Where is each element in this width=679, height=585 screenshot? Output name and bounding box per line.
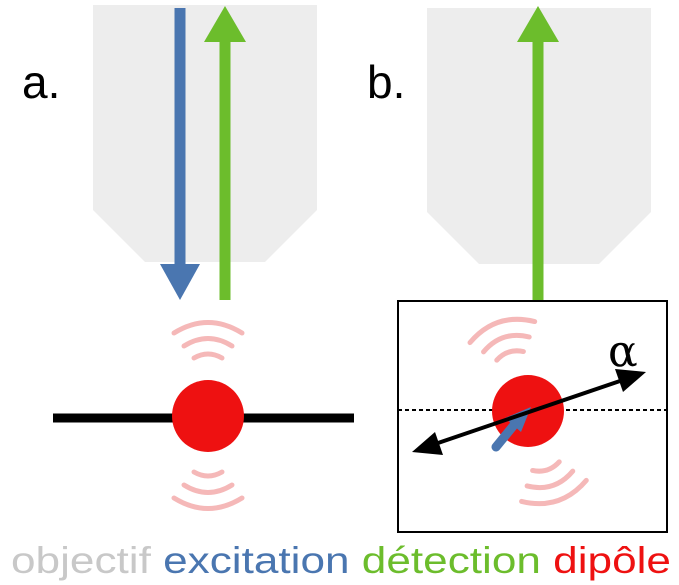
emission-waves-b [467,316,589,507]
legend-excitation: excitation [163,540,349,581]
panel-a: a. [22,5,354,511]
emission-waves-a [171,320,245,511]
detection-arrowhead-b [517,6,559,42]
legend: objectif excitation détection dipôle [11,540,671,581]
sample-frame-b [397,300,668,533]
angle-alpha-label: α [608,326,638,377]
legend-detection: détection [362,540,541,581]
dipole-a [172,380,244,452]
legend-objective: objectif [11,540,152,581]
panel-b: b. α [367,6,668,533]
objective-lens-a [93,5,317,262]
dipole-axis-arrowhead-left [412,432,443,455]
panel-b-label: b. [367,56,405,108]
excitation-arrow-b [491,420,519,452]
detection-arrowhead-a [204,6,246,42]
dipole-axis-b [437,379,621,445]
legend-dipole: dipôle [553,540,671,581]
excitation-arrowhead-a [160,264,200,300]
dipole-axis-arrowhead-right [615,369,646,392]
panel-a-label: a. [22,56,60,108]
